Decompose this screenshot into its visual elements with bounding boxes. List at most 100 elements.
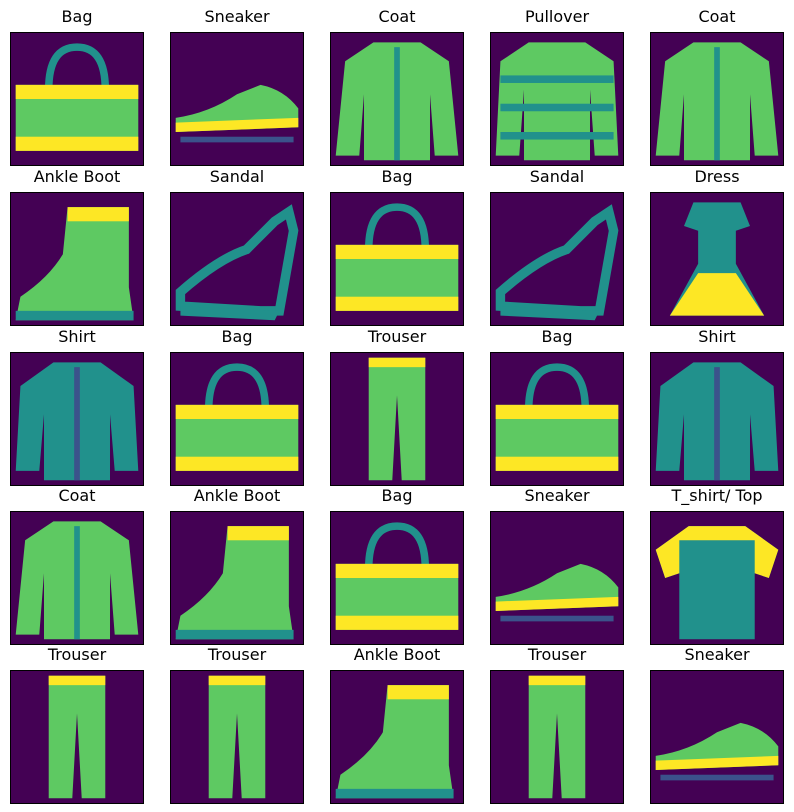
cell-image — [490, 670, 624, 804]
grid-cell: Bag — [170, 320, 304, 486]
cell-image — [170, 670, 304, 804]
coat-icon — [651, 33, 783, 165]
cell-title: Coat — [378, 7, 416, 26]
cell-title: Bag — [381, 167, 413, 186]
sneaker-icon — [171, 33, 303, 165]
cell-image — [330, 352, 464, 486]
grid-cell: Sandal — [490, 160, 624, 326]
cell-image — [490, 511, 624, 645]
cell-title: Sandal — [209, 167, 265, 186]
grid-cell: Trouser — [330, 320, 464, 486]
cell-image — [330, 670, 464, 804]
trouser-icon — [171, 671, 303, 803]
grid-cell: Coat — [650, 0, 784, 166]
bag-icon — [331, 193, 463, 325]
cell-title: Ankle Boot — [353, 645, 441, 664]
cell-title: Bag — [541, 327, 573, 346]
cell-image — [10, 32, 144, 166]
grid-cell: Sandal — [170, 160, 304, 326]
sneaker-icon — [491, 512, 623, 644]
ankle-boot-icon — [171, 512, 303, 644]
cell-title: Sneaker — [204, 7, 270, 26]
cell-image — [10, 511, 144, 645]
trouser-icon — [331, 353, 463, 485]
cell-image — [650, 192, 784, 326]
bag-icon — [11, 33, 143, 165]
cell-image — [490, 32, 624, 166]
cell-image — [10, 352, 144, 486]
grid-cell: Bag — [330, 160, 464, 326]
cell-image — [170, 352, 304, 486]
cell-title: T_shirt/ Top — [671, 486, 763, 505]
grid-cell: Bag — [10, 0, 144, 166]
grid-cell: Shirt — [10, 320, 144, 486]
cell-title: Trouser — [207, 645, 267, 664]
trouser-icon — [491, 671, 623, 803]
cell-image — [170, 511, 304, 645]
bag-icon — [331, 512, 463, 644]
cell-title: Sneaker — [524, 486, 590, 505]
grid-cell: Trouser — [490, 638, 624, 804]
cell-image — [10, 670, 144, 804]
cell-image — [170, 192, 304, 326]
cell-image — [330, 192, 464, 326]
cell-title: Bag — [381, 486, 413, 505]
cell-title: Coat — [698, 7, 736, 26]
sandal-icon — [491, 193, 623, 325]
shirt-icon — [11, 353, 143, 485]
cell-title: Shirt — [58, 327, 96, 346]
cell-title: Coat — [58, 486, 96, 505]
grid-cell: Ankle Boot — [330, 638, 464, 804]
pullover-icon — [491, 33, 623, 165]
cell-image — [650, 670, 784, 804]
trouser-icon — [11, 671, 143, 803]
cell-image — [10, 192, 144, 326]
cell-title: Trouser — [367, 327, 427, 346]
dress-icon — [651, 193, 783, 325]
cell-image — [490, 352, 624, 486]
grid-cell: Bag — [490, 320, 624, 486]
cell-title: Sandal — [529, 167, 585, 186]
cell-title: Bag — [61, 7, 93, 26]
coat-icon — [11, 512, 143, 644]
grid-cell: Trouser — [170, 638, 304, 804]
cell-title: Sneaker — [684, 645, 750, 664]
cell-title: Trouser — [527, 645, 587, 664]
tshirt-icon — [651, 512, 783, 644]
grid-cell: Trouser — [10, 638, 144, 804]
shirt-icon — [651, 353, 783, 485]
cell-title: Ankle Boot — [33, 167, 121, 186]
cell-image — [330, 32, 464, 166]
cell-image — [650, 352, 784, 486]
cell-image — [650, 511, 784, 645]
grid-cell: Sneaker — [650, 638, 784, 804]
grid-cell: Ankle Boot — [10, 160, 144, 326]
sneaker-icon — [651, 671, 783, 803]
cell-image — [490, 192, 624, 326]
grid-cell: Sneaker — [490, 479, 624, 645]
grid-cell: Coat — [10, 479, 144, 645]
cell-title: Bag — [221, 327, 253, 346]
ankle-boot-icon — [11, 193, 143, 325]
grid-cell: Bag — [330, 479, 464, 645]
ankle-boot-icon — [331, 671, 463, 803]
cell-title: Dress — [694, 167, 740, 186]
grid-cell: Shirt — [650, 320, 784, 486]
cell-image — [330, 511, 464, 645]
cell-title: Shirt — [698, 327, 736, 346]
coat-icon — [331, 33, 463, 165]
cell-image — [170, 32, 304, 166]
grid-cell: Sneaker — [170, 0, 304, 166]
grid-cell: Pullover — [490, 0, 624, 166]
cell-image — [650, 32, 784, 166]
bag-icon — [171, 353, 303, 485]
bag-icon — [491, 353, 623, 485]
grid-cell: Coat — [330, 0, 464, 166]
sandal-icon — [171, 193, 303, 325]
grid-cell: Dress — [650, 160, 784, 326]
grid-cell: Ankle Boot — [170, 479, 304, 645]
cell-title: Trouser — [47, 645, 107, 664]
cell-title: Pullover — [524, 7, 590, 26]
grid-cell: T_shirt/ Top — [650, 479, 784, 645]
